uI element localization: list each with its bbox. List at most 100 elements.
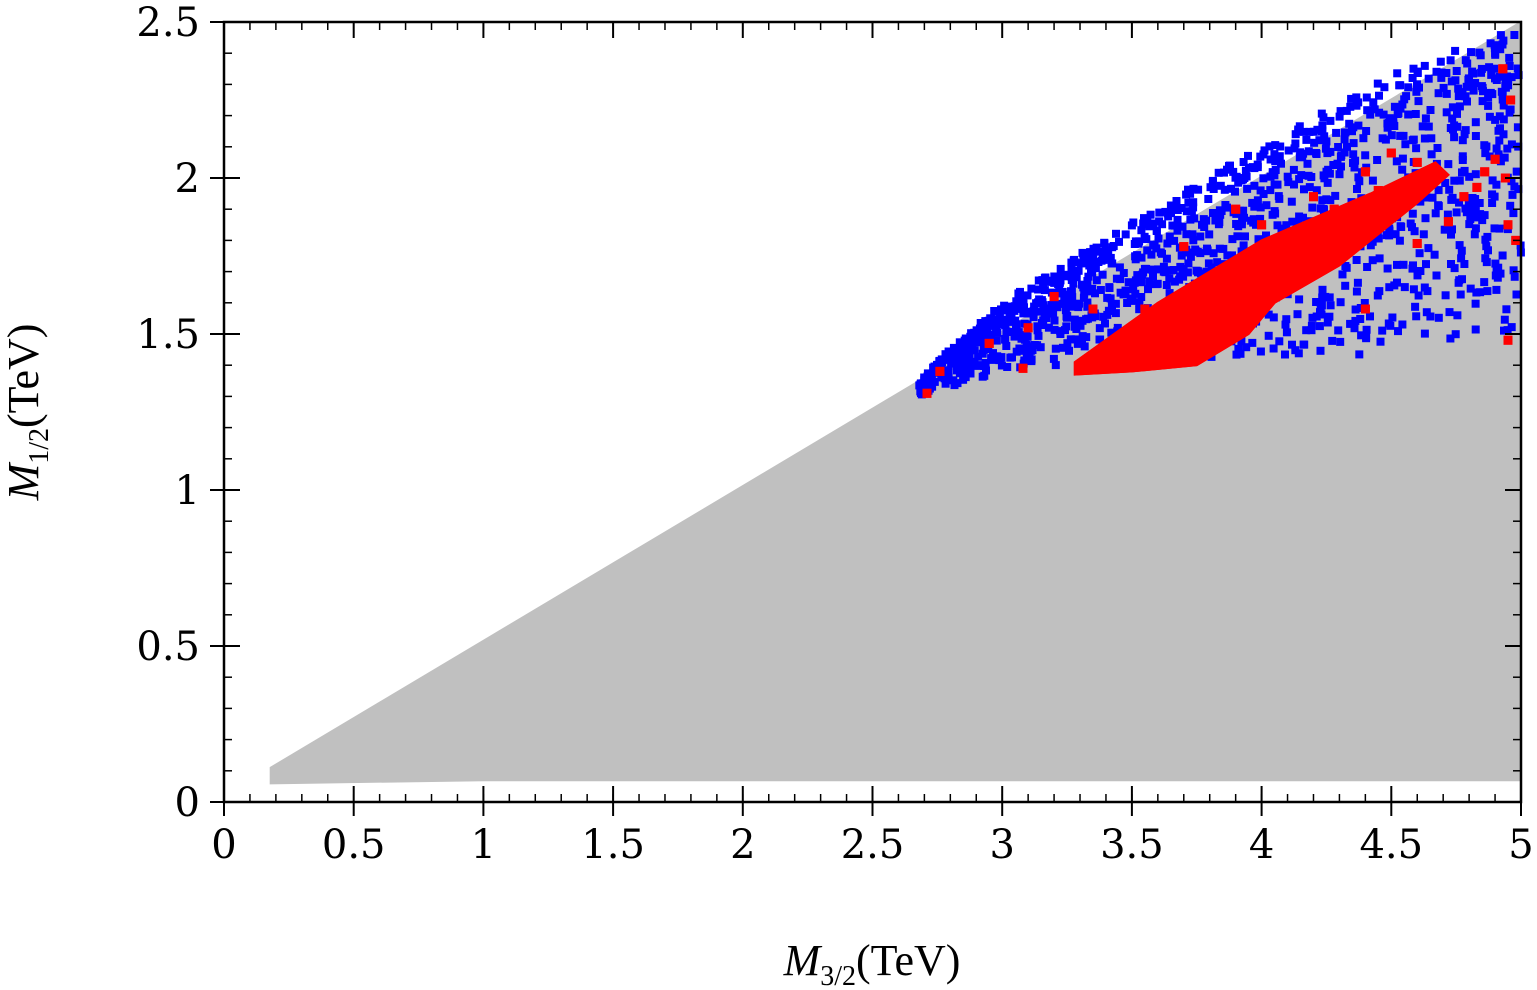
data-point-blue	[1468, 194, 1477, 202]
data-point-blue	[1133, 271, 1142, 280]
data-point-blue	[981, 317, 990, 326]
data-point-blue	[1448, 193, 1457, 202]
data-point-blue	[1315, 322, 1324, 331]
data-point-blue	[1404, 110, 1413, 119]
data-point-blue	[1336, 107, 1345, 116]
data-point-blue	[1338, 270, 1347, 279]
data-point-blue	[1202, 267, 1211, 276]
data-point-blue	[1124, 278, 1133, 287]
data-point-blue	[1033, 326, 1042, 335]
data-point-red	[1503, 220, 1513, 230]
data-point-blue	[1152, 226, 1161, 235]
data-point-blue	[1145, 280, 1154, 289]
data-point-blue	[1380, 83, 1389, 92]
data-point-blue	[1239, 158, 1248, 166]
x-tick-label: 2.5	[841, 822, 905, 868]
data-point-blue	[1208, 177, 1217, 186]
data-point-blue	[1391, 230, 1400, 239]
data-point-blue	[1175, 275, 1184, 284]
data-point-blue	[1069, 279, 1078, 288]
data-point-blue	[1143, 246, 1152, 255]
data-point-blue	[1455, 198, 1463, 207]
data-point-blue	[1492, 180, 1501, 189]
data-point-red	[1498, 64, 1508, 74]
data-point-blue	[1320, 132, 1329, 141]
data-point-blue	[1047, 301, 1056, 309]
data-point-red	[1140, 304, 1150, 314]
data-point-blue	[1362, 127, 1371, 135]
data-point-blue	[1163, 239, 1172, 248]
x-tick-label: 1.5	[581, 822, 645, 868]
data-point-blue	[1512, 167, 1521, 176]
data-point-blue	[1456, 290, 1465, 299]
data-point-blue	[1461, 92, 1470, 101]
data-point-blue	[1328, 336, 1337, 345]
data-point-blue	[1326, 301, 1335, 310]
data-point-blue	[1318, 126, 1327, 135]
data-point-blue	[1038, 298, 1047, 307]
data-point-red	[1018, 363, 1028, 373]
data-point-blue	[1409, 135, 1418, 144]
data-point-blue	[1111, 299, 1120, 308]
data-point-blue	[1350, 163, 1359, 172]
data-point-blue	[1323, 318, 1332, 327]
data-point-blue	[1379, 110, 1388, 119]
data-point-blue	[1221, 201, 1230, 209]
data-point-blue	[1496, 269, 1505, 278]
data-point-blue	[1275, 152, 1284, 161]
data-point-red	[1503, 335, 1513, 345]
data-point-blue	[1174, 222, 1183, 231]
data-point-blue	[1045, 276, 1054, 285]
data-point-blue	[1243, 184, 1252, 193]
data-point-blue	[1209, 209, 1217, 217]
data-point-blue	[1352, 287, 1361, 296]
region-red-top	[1073, 161, 1450, 376]
data-point-blue	[1408, 209, 1417, 218]
data-point-blue	[1488, 176, 1497, 185]
data-point-blue	[976, 319, 985, 327]
data-point-blue	[1350, 324, 1359, 333]
data-point-blue	[1360, 299, 1369, 307]
data-point-blue	[1165, 274, 1174, 283]
data-point-blue	[1189, 198, 1198, 207]
data-point-blue	[1316, 308, 1324, 317]
data-point-blue	[1355, 350, 1364, 359]
data-point-blue	[1442, 69, 1451, 77]
data-point-blue	[1203, 246, 1212, 255]
data-point-blue	[1413, 69, 1422, 77]
data-point-blue	[1437, 73, 1446, 82]
data-point-blue	[1499, 130, 1508, 139]
data-point-blue	[1410, 227, 1419, 236]
data-point-blue	[1277, 224, 1286, 233]
data-point-blue	[1320, 174, 1329, 183]
data-point-blue	[1084, 254, 1093, 263]
data-point-blue	[1178, 267, 1187, 276]
data-point-blue	[1283, 172, 1292, 181]
data-point-blue	[1461, 126, 1470, 135]
data-point-blue	[1271, 141, 1280, 150]
data-point-blue	[982, 366, 990, 375]
data-point-blue	[1424, 244, 1433, 253]
data-point-blue	[1039, 283, 1048, 292]
data-point-blue	[1341, 281, 1350, 290]
data-point-blue	[1089, 310, 1098, 319]
data-point-blue	[1491, 259, 1500, 268]
data-point-blue	[987, 354, 996, 363]
data-point-blue	[1476, 210, 1485, 219]
data-point-blue	[1019, 359, 1028, 368]
data-point-blue	[1022, 350, 1031, 359]
data-point-blue	[1284, 146, 1293, 155]
data-point-blue	[1442, 108, 1451, 117]
data-point-blue	[1034, 331, 1043, 340]
data-point-blue	[1186, 189, 1195, 198]
data-point-blue	[1418, 122, 1427, 131]
data-point-blue	[1091, 289, 1099, 298]
data-point-blue	[1342, 106, 1351, 115]
data-point-blue	[1131, 289, 1140, 298]
data-point-blue	[949, 376, 958, 385]
data-point-blue	[1361, 151, 1370, 160]
data-point-blue	[1172, 197, 1181, 205]
data-point-blue	[1346, 102, 1355, 111]
data-point-blue	[1313, 125, 1322, 134]
data-point-blue	[1191, 245, 1200, 254]
